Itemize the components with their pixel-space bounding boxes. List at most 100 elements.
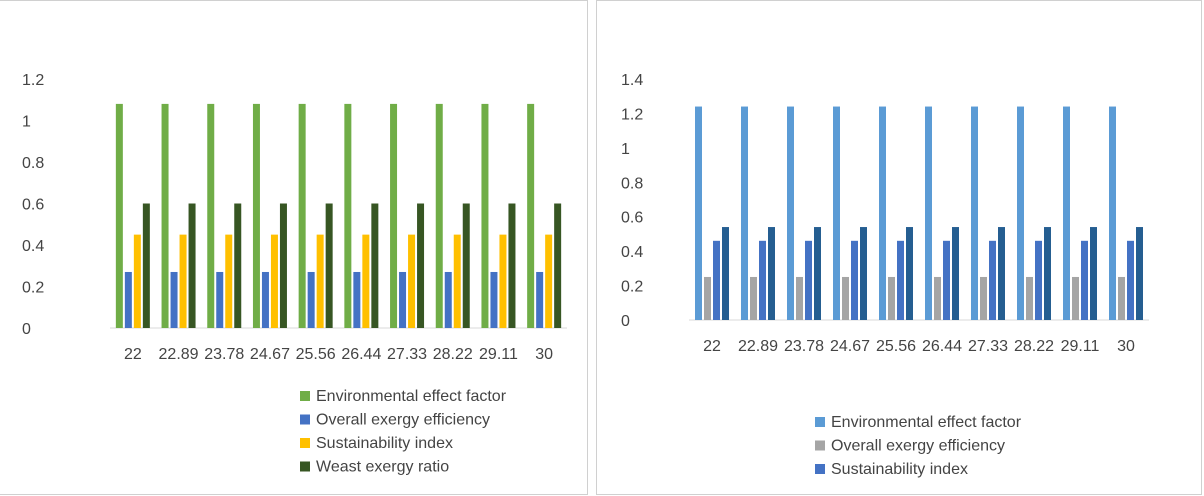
bar-series-2-27-33: [980, 276, 987, 320]
bar-series-4-26-44: [371, 203, 379, 328]
bar-series-3-22-89: [179, 234, 187, 328]
legend-label: Sustainability index: [831, 461, 968, 478]
legend-label: Environmental effect factor: [831, 414, 1022, 431]
bar-series-1-30: [1109, 106, 1116, 321]
chart-right: 0 0.2 0.4 0.6 0.8 1 1.2 1.4 22 22.89 23.78 24.67 25.…: [621, 72, 1149, 478]
y-tick-label: 0.2: [621, 279, 643, 296]
bar-series-3-24-67: [270, 234, 278, 328]
bar-series-1-25-56: [298, 103, 306, 329]
bar-series-2-23-78: [216, 271, 224, 328]
x-tick-label: 29.11: [479, 346, 518, 363]
y-tick-label: 0.4: [22, 238, 44, 255]
bar-series-2-22: [704, 276, 711, 320]
bar-series-4-30: [554, 203, 562, 328]
x-tick-label: 26.44: [341, 346, 381, 363]
y-tick-label: 1.2: [621, 106, 643, 123]
y-tick-label: 1: [22, 114, 31, 131]
x-tick-label: 27.33: [387, 346, 427, 363]
legend-swatch: [300, 391, 310, 401]
bar-series-2-28-22: [444, 271, 452, 328]
bar-series-3-22: [133, 234, 141, 328]
y-tick-label: 0.2: [22, 280, 44, 297]
bar-series-1-22: [695, 106, 702, 321]
bar-series-2-23-78: [796, 276, 803, 320]
bar-series-3-25-56: [316, 234, 324, 328]
bar-series-4-23-78: [814, 227, 821, 320]
legend-swatch: [300, 414, 310, 425]
bar-series-1-25-56: [879, 106, 886, 321]
legend-label: Sustainability index: [316, 435, 453, 452]
bar-series-2-29-11: [1072, 276, 1079, 320]
x-tick-label: 27.33: [968, 338, 1008, 355]
bar-series-3-28-22: [453, 234, 461, 328]
bar-series-3-29-11: [499, 234, 507, 328]
bar-series-3-23-78: [225, 234, 233, 328]
bar-series-4-27-33: [417, 203, 425, 328]
y-tick-label: 1: [621, 141, 630, 158]
bar-series-1-29-11: [481, 103, 489, 329]
bar-series-3-26-44: [943, 240, 950, 320]
y-tick-label: 1.4: [621, 72, 643, 89]
bar-series-3-30: [1127, 240, 1134, 320]
x-tick-label: 25.56: [296, 346, 336, 363]
bar-series-2-26-44: [353, 271, 361, 328]
x-tick-label: 22.89: [159, 346, 199, 363]
x-tick-label: 22: [124, 346, 142, 363]
bar-series-4-30: [1136, 227, 1143, 320]
bar-series-2-30: [536, 271, 544, 328]
legend-swatch: [815, 440, 825, 451]
bar-series-4-22: [142, 203, 150, 328]
y-tick-label: 0.6: [22, 197, 44, 214]
x-tick-label: 22.89: [738, 338, 778, 355]
chart-left: 0 0.2 0.4 0.6 0.8 1 1.2 22 22.89 23.78 24.67 25.56 2…: [22, 72, 567, 476]
bar-series-4-24-67: [860, 227, 867, 320]
bar-series-1-23-78: [207, 103, 215, 329]
legend-swatch: [300, 461, 310, 472]
bar-series-2-25-56: [307, 271, 315, 328]
bar-series-1-23-78: [787, 106, 794, 321]
bar-series-4-23-78: [234, 203, 242, 328]
x-tick-label: 22: [703, 338, 721, 355]
x-tick-label: 29.11: [1061, 338, 1100, 355]
bar-series-3-23-78: [805, 240, 812, 320]
x-tick-label: 23.78: [204, 346, 244, 363]
chart-panel-right: 0 0.2 0.4 0.6 0.8 1 1.2 1.4 22 22.89 23.78 24.67 25.…: [596, 0, 1202, 495]
bar-series-1-22-89: [741, 106, 748, 321]
bar-series-2-28-22: [1026, 276, 1033, 320]
legend-label: Overall exergy efficiency: [831, 438, 1005, 455]
bar-series-3-29-11: [1081, 240, 1088, 320]
bar-series-4-25-56: [325, 203, 333, 328]
x-tick-label: 30: [1117, 338, 1135, 355]
bar-series-1-22: [115, 103, 123, 329]
y-tick-label: 0: [621, 313, 630, 330]
x-tick-label: 24.67: [830, 338, 870, 355]
bar-series-2-24-67: [842, 276, 849, 320]
bar-series-4-24-67: [279, 203, 287, 328]
bar-series-2-27-33: [399, 271, 407, 328]
y-tick-label: 1.2: [22, 72, 44, 89]
x-tick-label: 30: [535, 346, 553, 363]
bar-series-4-28-22: [462, 203, 470, 328]
legend-label: Overall exergy efficiency: [316, 412, 490, 429]
bar-series-4-29-11: [508, 203, 516, 328]
bar-series-3-22-89: [759, 240, 766, 320]
chart-panel-left: 0 0.2 0.4 0.6 0.8 1 1.2 22 22.89 23.78 24.67 25.56 2…: [0, 0, 588, 495]
bar-series-2-22-89: [170, 271, 178, 328]
bar-series-4-29-11: [1090, 227, 1097, 320]
bar-series-4-27-33: [998, 227, 1005, 320]
bar-series-3-25-56: [897, 240, 904, 320]
bar-series-1-29-11: [1063, 106, 1070, 321]
bar-series-4-22: [722, 227, 729, 320]
legend-label: Weast exergy ratio: [316, 459, 449, 476]
bar-series-3-28-22: [1035, 240, 1042, 320]
bar-series-4-22-89: [188, 203, 196, 328]
bar-series-2-22: [124, 271, 132, 328]
bar-series-2-22-89: [750, 276, 757, 320]
bar-series-2-25-56: [888, 276, 895, 320]
legend-swatch: [815, 417, 825, 427]
x-tick-label: 23.78: [784, 338, 824, 355]
legend-swatch: [300, 438, 310, 448]
bar-series-1-24-67: [252, 103, 260, 329]
bar-series-3-26-44: [362, 234, 370, 328]
bar-series-3-24-67: [851, 240, 858, 320]
